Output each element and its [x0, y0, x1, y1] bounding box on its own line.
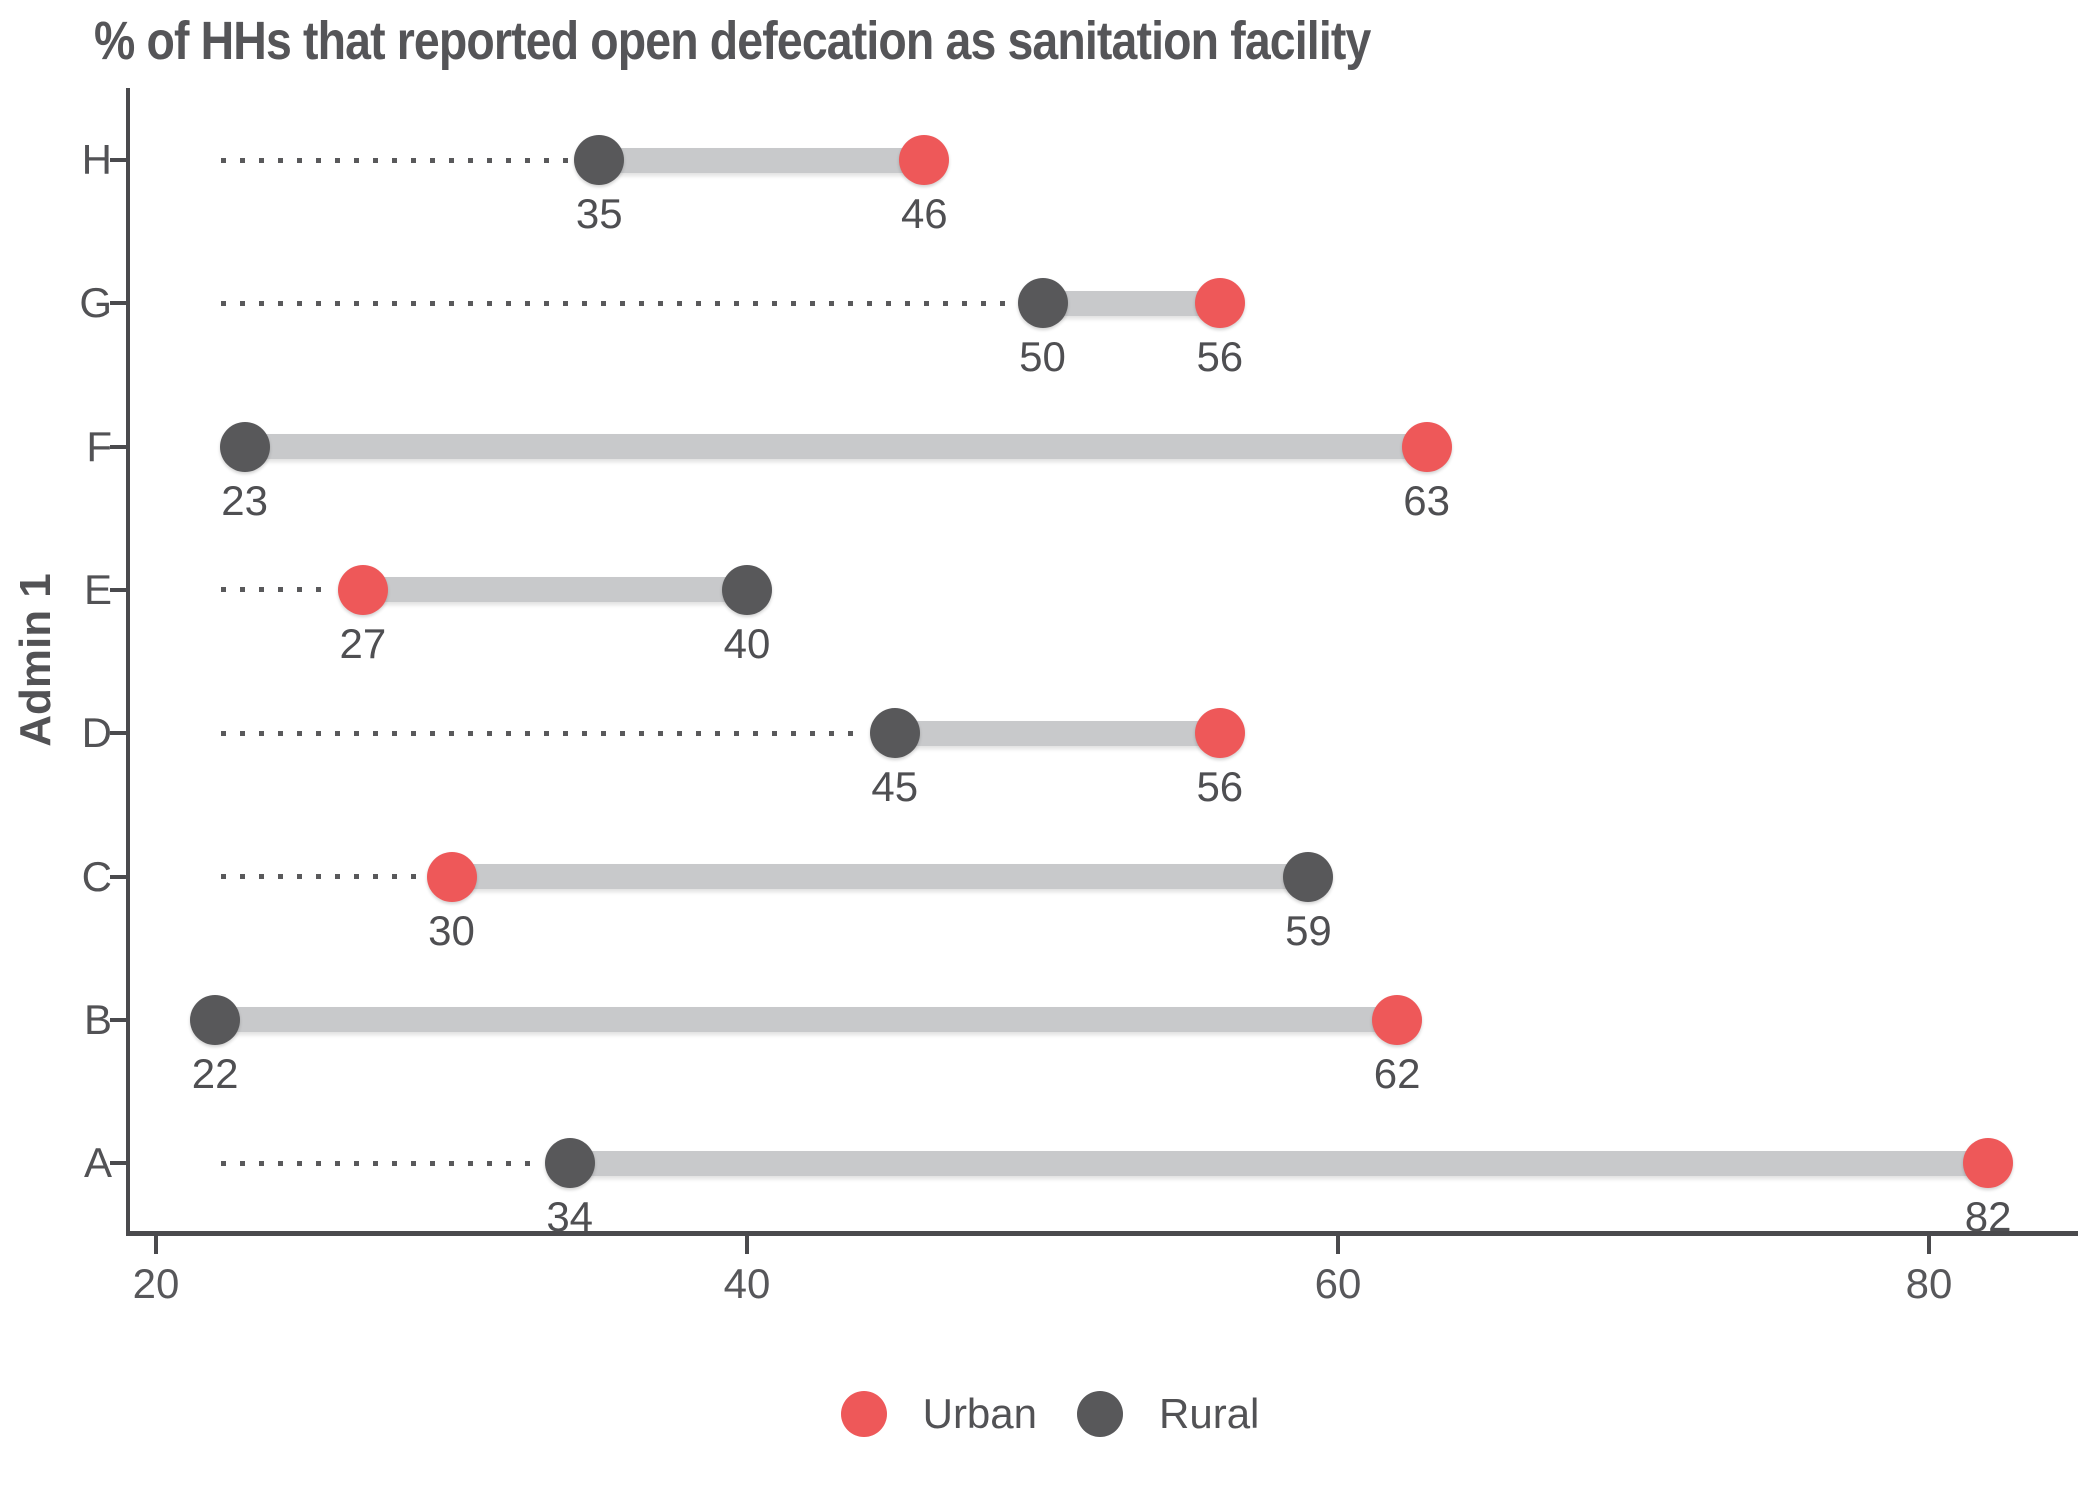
- urban-value-label-B: 62: [1373, 1049, 1421, 1097]
- x-tick-40: [745, 1235, 749, 1254]
- y-axis-line: [126, 88, 130, 1235]
- x-tick-label-40: 40: [723, 1260, 771, 1307]
- x-tick-80: [1927, 1235, 1931, 1254]
- category-tick-H: [110, 158, 127, 162]
- chart-title: % of HHs that reported open defecation a…: [94, 11, 1371, 71]
- legend-label-urban: Urban: [922, 1390, 1038, 1437]
- category-label-G: G: [79, 279, 112, 327]
- rural-value-label-A: 34: [546, 1193, 594, 1241]
- rural-point-D: [869, 708, 920, 759]
- rural-value-label-E: 40: [723, 619, 771, 667]
- legend-label-rural: Rural: [1159, 1390, 1260, 1437]
- rural-value-label-B: 22: [191, 1049, 239, 1097]
- legend-item-urban: Urban: [840, 1390, 1038, 1438]
- rural-point-F: [219, 421, 270, 472]
- category-label-A: A: [83, 1139, 112, 1187]
- leader-line-D: [221, 730, 864, 736]
- category-label-D: D: [81, 709, 112, 757]
- range-segment-B: [215, 1007, 1398, 1033]
- legend: Urban Rural: [0, 1384, 2100, 1444]
- category-label-H: H: [81, 136, 112, 183]
- leader-line-H: [221, 157, 569, 163]
- urban-point-D: [1194, 708, 1245, 759]
- x-tick-20: [154, 1235, 158, 1254]
- x-tick-label-80: 80: [1905, 1260, 1953, 1307]
- rural-value-label-D: 45: [871, 763, 919, 811]
- x-tick-60: [1336, 1235, 1340, 1254]
- range-segment-D: [894, 720, 1220, 746]
- category-label-B: B: [83, 995, 112, 1043]
- category-tick-B: [110, 1017, 127, 1022]
- rural-value-label-G: 50: [1019, 333, 1066, 381]
- x-tick-label-20: 20: [132, 1260, 180, 1307]
- urban-value-label-E: 27: [339, 619, 387, 667]
- category-label-E: E: [83, 565, 112, 613]
- urban-value-label-H: 46: [900, 190, 948, 237]
- rural-value-label-F: 23: [221, 476, 268, 524]
- rural-legend-swatch-icon: [1077, 1391, 1124, 1437]
- rural-value-label-H: 35: [575, 190, 623, 237]
- urban-legend-swatch-icon: [840, 1391, 887, 1437]
- rural-value-label-C: 59: [1285, 906, 1332, 954]
- range-segment-C: [451, 864, 1309, 889]
- leader-line-G: [221, 300, 1012, 306]
- urban-point-G: [1194, 278, 1245, 329]
- category-tick-A: [110, 1161, 127, 1166]
- x-axis-line: [126, 1231, 2078, 1236]
- urban-point-H: [899, 135, 950, 185]
- urban-value-label-F: 63: [1403, 476, 1450, 524]
- category-tick-E: [110, 587, 127, 592]
- leader-line-C: [221, 874, 421, 879]
- range-segment-F: [244, 434, 1427, 460]
- rural-point-E: [722, 564, 772, 615]
- x-tick-label-60: 60: [1314, 1260, 1362, 1307]
- urban-value-label-A: 82: [1964, 1193, 2012, 1241]
- category-tick-C: [110, 874, 127, 879]
- rural-point-A: [544, 1138, 595, 1189]
- urban-value-label-C: 30: [428, 906, 475, 954]
- rural-point-B: [190, 994, 241, 1045]
- range-segment-G: [1042, 290, 1220, 316]
- legend-item-rural: Rural: [1077, 1390, 1259, 1438]
- urban-value-label-D: 56: [1196, 763, 1244, 811]
- urban-point-F: [1401, 421, 1452, 472]
- category-tick-F: [110, 444, 127, 449]
- rural-point-G: [1017, 278, 1068, 329]
- leader-line-A: [221, 1160, 539, 1166]
- category-tick-G: [110, 301, 127, 306]
- range-segment-H: [599, 147, 925, 173]
- urban-point-C: [426, 851, 477, 902]
- leader-line-E: [221, 587, 332, 593]
- category-tick-D: [110, 731, 127, 736]
- rural-point-C: [1283, 851, 1334, 902]
- urban-point-A: [1963, 1138, 2014, 1189]
- urban-value-label-G: 56: [1196, 333, 1244, 381]
- urban-point-E: [337, 564, 388, 615]
- category-label-C: C: [81, 852, 112, 900]
- range-segment-E: [362, 577, 747, 603]
- range-segment-A: [569, 1150, 1989, 1176]
- rural-point-H: [574, 135, 625, 185]
- urban-point-B: [1372, 994, 1423, 1045]
- category-label-F: F: [86, 422, 112, 470]
